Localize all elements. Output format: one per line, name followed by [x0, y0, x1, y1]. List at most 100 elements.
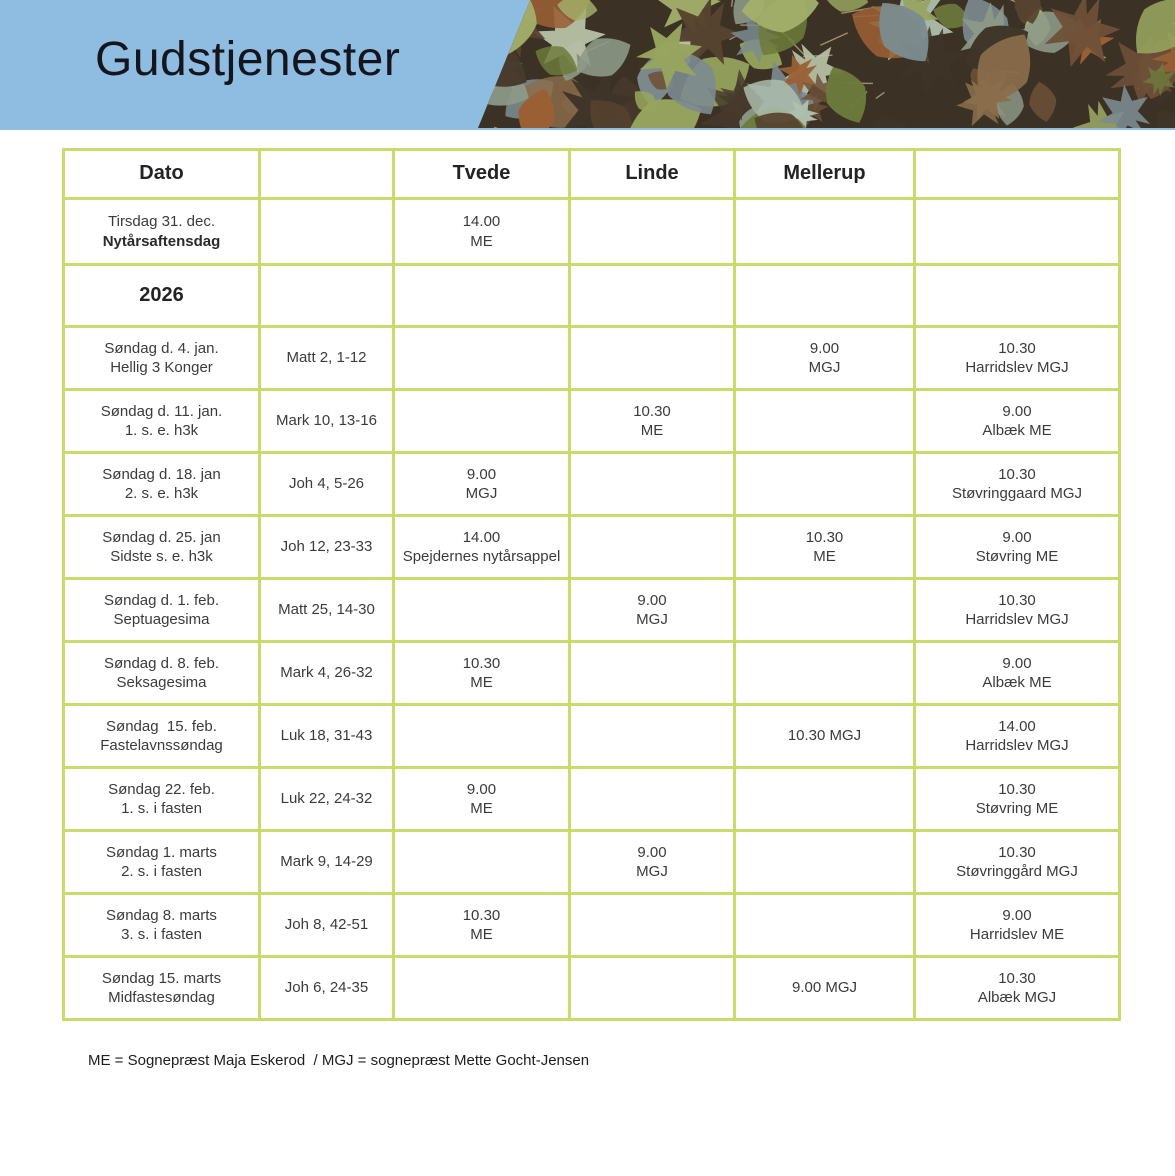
other-location-cell: 10.30 Albæk MGJ: [913, 955, 1121, 1021]
other-location-cell: 9.00 Harridslev ME: [913, 892, 1121, 958]
other-location-cell: 10.30 Støvringgård MGJ: [913, 829, 1121, 895]
service-row: Søndag 8. marts 3. s. i fasten Joh 8, 42-5…: [62, 892, 1121, 958]
column-header-other: [913, 148, 1121, 200]
linde-cell: [568, 955, 736, 1021]
date-cell: Søndag 8. marts 3. s. i fasten: [62, 892, 261, 958]
tvede-cell: [392, 703, 571, 769]
service-row: Søndag 15. feb. Fastelavnssøndag Luk 18, 3…: [62, 703, 1121, 769]
column-header-reading: [258, 148, 395, 200]
tvede-cell: [392, 388, 571, 454]
autumn-leaves-photo: [478, 0, 1175, 128]
linde-cell: 9.00 MGJ: [568, 829, 736, 895]
other-location-cell: [913, 197, 1121, 266]
date-cell: Søndag d. 8. feb. Seksagesima: [62, 640, 261, 706]
reading-cell: Mark 4, 26-32: [258, 640, 395, 706]
date-cell: Søndag d. 4. jan. Hellig 3 Konger: [62, 325, 261, 391]
mellerup-cell: [733, 640, 916, 706]
mellerup-cell: [733, 892, 916, 958]
date-cell: Søndag 22. feb. 1. s. i fasten: [62, 766, 261, 832]
service-row: Søndag d. 18. jan 2. s. e. h3k Joh 4, 5-26…: [62, 451, 1121, 517]
column-header-mellerup: Mellerup: [733, 148, 916, 200]
mellerup-cell: [733, 766, 916, 832]
service-row: Søndag 22. feb. 1. s. i fasten Luk 22, 24-…: [62, 766, 1121, 832]
tvede-cell: 10.30 ME: [392, 640, 571, 706]
mellerup-cell: [733, 388, 916, 454]
linde-cell: [568, 451, 736, 517]
year-row: 2026: [62, 263, 1121, 328]
reading-cell: [258, 263, 395, 328]
date-cell: Tirsdag 31. dec. Nytårsaftensdag: [62, 197, 261, 266]
other-location-cell: 10.30 Harridslev MGJ: [913, 325, 1121, 391]
service-row: Søndag d. 1. feb. Septuagesima Matt 25, 14…: [62, 577, 1121, 643]
linde-cell: [568, 640, 736, 706]
page-title: Gudstjenester: [95, 33, 401, 86]
linde-cell: [568, 703, 736, 769]
service-row: Søndag d. 8. feb. Seksagesima Mark 4, 26-3…: [62, 640, 1121, 706]
mellerup-cell: 10.30 MGJ: [733, 703, 916, 769]
linde-cell: [568, 325, 736, 391]
date-cell: Søndag 1. marts 2. s. i fasten: [62, 829, 261, 895]
other-location-cell: 14.00 Harridslev MGJ: [913, 703, 1121, 769]
reading-cell: Mark 9, 14-29: [258, 829, 395, 895]
other-location-cell: 10.30 Støvringgaard MGJ: [913, 451, 1121, 517]
tvede-cell: 10.30 ME: [392, 892, 571, 958]
reading-cell: Joh 8, 42-51: [258, 892, 395, 958]
mellerup-cell: [733, 829, 916, 895]
linde-cell: [568, 892, 736, 958]
service-row: Søndag 1. marts 2. s. i fasten Mark 9, 14-…: [62, 829, 1121, 895]
date-cell: Søndag d. 18. jan 2. s. e. h3k: [62, 451, 261, 517]
mellerup-cell: [733, 577, 916, 643]
reading-cell: Mark 10, 13-16: [258, 388, 395, 454]
linde-cell: [568, 263, 736, 328]
tvede-cell: [392, 263, 571, 328]
reading-cell: Joh 4, 5-26: [258, 451, 395, 517]
tvede-cell: [392, 955, 571, 1021]
tvede-cell: 9.00 ME: [392, 766, 571, 832]
reading-cell: Joh 6, 24-35: [258, 955, 395, 1021]
service-row: Søndag d. 11. jan. 1. s. e. h3k Mark 10, 1…: [62, 388, 1121, 454]
service-schedule-table: Dato Tvede Linde Mellerup Tirsdag 31. dec. N…: [62, 148, 1121, 1021]
service-row: Søndag 15. marts Midfastesøndag Joh 6, 24-…: [62, 955, 1121, 1021]
tvede-cell: 14.00 ME: [392, 197, 571, 266]
service-row: Søndag d. 25. jan Sidste s. e. h3k Joh 12,…: [62, 514, 1121, 580]
date-cell: Søndag d. 25. jan Sidste s. e. h3k: [62, 514, 261, 580]
date-cell: 2026: [62, 263, 261, 328]
other-location-cell: 10.30 Harridslev MGJ: [913, 577, 1121, 643]
other-location-cell: 10.30 Støvring ME: [913, 766, 1121, 832]
other-location-cell: 9.00 Albæk ME: [913, 388, 1121, 454]
tvede-cell: [392, 577, 571, 643]
linde-cell: 9.00 MGJ: [568, 577, 736, 643]
tvede-cell: [392, 829, 571, 895]
mellerup-cell: 9.00 MGJ: [733, 955, 916, 1021]
service-row: Søndag d. 4. jan. Hellig 3 Konger Matt 2, …: [62, 325, 1121, 391]
reading-cell: [258, 197, 395, 266]
mellerup-cell: [733, 197, 916, 266]
other-location-cell: 9.00 Albæk ME: [913, 640, 1121, 706]
reading-cell: Luk 18, 31-43: [258, 703, 395, 769]
tvede-cell: [392, 325, 571, 391]
header-banner: Gudstjenester: [0, 0, 1175, 130]
reading-cell: Luk 22, 24-32: [258, 766, 395, 832]
date-cell: Søndag d. 11. jan. 1. s. e. h3k: [62, 388, 261, 454]
other-location-cell: 9.00 Støvring ME: [913, 514, 1121, 580]
mellerup-cell: 9.00 MGJ: [733, 325, 916, 391]
table-header-row: Dato Tvede Linde Mellerup: [62, 148, 1121, 200]
mellerup-cell: [733, 263, 916, 328]
linde-cell: [568, 514, 736, 580]
reading-cell: Matt 2, 1-12: [258, 325, 395, 391]
service-row: Tirsdag 31. dec. Nytårsaftensdag 14.00 ME: [62, 197, 1121, 266]
column-header-dato: Dato: [62, 148, 261, 200]
linde-cell: [568, 766, 736, 832]
other-location-cell: [913, 263, 1121, 328]
date-cell: Søndag d. 1. feb. Septuagesima: [62, 577, 261, 643]
linde-cell: 10.30 ME: [568, 388, 736, 454]
linde-cell: [568, 197, 736, 266]
autumn-leaves-illustration: [478, 0, 1175, 128]
tvede-cell: 9.00 MGJ: [392, 451, 571, 517]
reading-cell: Joh 12, 23-33: [258, 514, 395, 580]
date-cell: Søndag 15. marts Midfastesøndag: [62, 955, 261, 1021]
column-header-tvede: Tvede: [392, 148, 571, 200]
tvede-cell: 14.00 Spejdernes nytårsappel: [392, 514, 571, 580]
column-header-linde: Linde: [568, 148, 736, 200]
mellerup-cell: 10.30 ME: [733, 514, 916, 580]
